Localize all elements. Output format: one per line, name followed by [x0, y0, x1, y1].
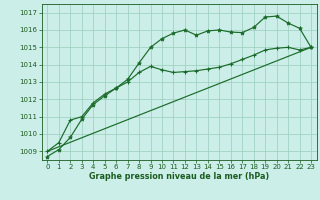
X-axis label: Graphe pression niveau de la mer (hPa): Graphe pression niveau de la mer (hPa) [89, 172, 269, 181]
